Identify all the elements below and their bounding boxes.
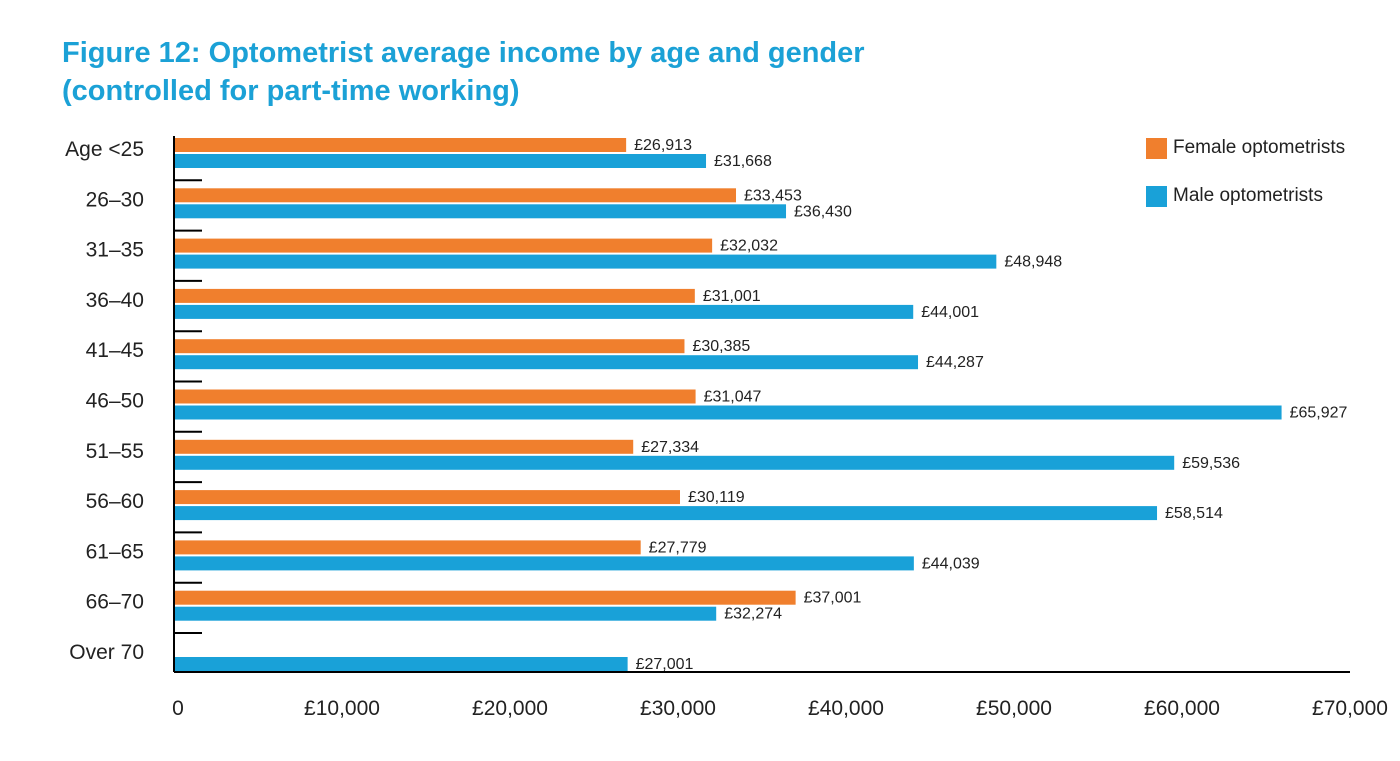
data-label-female: £33,453: [744, 187, 802, 204]
category-label: 61–65: [86, 540, 144, 563]
bar-male: [175, 405, 1282, 420]
legend-item-female: Female optometrists: [1146, 134, 1345, 162]
x-tick-label: £70,000: [1312, 697, 1388, 720]
category-label: Age <25: [65, 138, 144, 161]
data-label-female: £30,119: [688, 489, 745, 506]
bar-female: [175, 339, 685, 354]
chart-title-line-2: (controlled for part-time working): [62, 75, 520, 107]
bar-female: [175, 439, 634, 454]
x-tick-label: £10,000: [304, 697, 380, 720]
bar-male: [175, 254, 997, 269]
bar-male: [175, 304, 914, 319]
category-label: 36–40: [86, 289, 144, 312]
bar-male: [175, 204, 787, 219]
data-label-male: £32,274: [724, 606, 782, 623]
data-label-female: £26,913: [634, 137, 692, 154]
bar-female: [175, 389, 696, 404]
x-tick-label: £30,000: [640, 697, 716, 720]
legend-label-male: Male optometrists: [1173, 185, 1323, 206]
bar-male: [175, 606, 717, 621]
data-label-female: £37,001: [804, 590, 862, 607]
x-tick-label: 0: [172, 697, 184, 720]
category-label: 51–55: [86, 440, 144, 463]
bar-male: [175, 556, 914, 571]
legend-swatch-male: [1146, 185, 1167, 207]
data-label-male: £65,927: [1290, 405, 1348, 422]
category-label: 66–70: [86, 591, 144, 614]
category-label: 41–45: [86, 339, 144, 362]
category-label: 26–30: [86, 188, 144, 211]
bar-male: [175, 154, 707, 168]
data-label-male: £31,668: [714, 153, 772, 170]
data-label-female: £32,032: [720, 238, 778, 255]
data-label-male: £59,536: [1182, 455, 1240, 472]
category-label: 31–35: [86, 239, 144, 262]
data-label-female: £31,001: [703, 288, 761, 305]
data-label-female: £31,047: [704, 389, 762, 406]
legend-item-male: Male optometrists: [1146, 182, 1345, 210]
data-label-male: £58,514: [1165, 505, 1223, 522]
data-label-male: £44,287: [926, 354, 984, 371]
data-label-male: £27,001: [636, 656, 694, 673]
bar-female: [175, 188, 737, 203]
x-tick-label: £50,000: [976, 697, 1052, 720]
category-label: 56–60: [86, 490, 144, 513]
data-label-female: £30,385: [692, 338, 750, 355]
bar-male: [175, 355, 919, 370]
data-label-male: £36,430: [794, 203, 852, 220]
category-label: 46–50: [86, 390, 144, 413]
data-label-female: £27,779: [649, 539, 707, 556]
bar-female: [175, 540, 641, 555]
bar-female: [175, 138, 627, 152]
data-label-male: £44,001: [921, 304, 979, 321]
legend-label-female: Female optometrists: [1173, 137, 1346, 158]
legend-swatch-female: [1146, 137, 1167, 159]
chart-title: Figure 12: Optometrist average income by…: [62, 34, 865, 110]
chart-title-line-1: Figure 12: Optometrist average income by…: [62, 37, 865, 69]
legend: Female optometrists Male optometrists: [1146, 134, 1345, 230]
data-label-male: £44,039: [922, 555, 980, 572]
category-label: Over 70: [69, 641, 144, 664]
bar-male: [175, 657, 628, 671]
x-tick-label: £60,000: [1144, 697, 1220, 720]
x-tick-label: £40,000: [808, 697, 884, 720]
bar-female: [175, 288, 695, 303]
data-label-female: £27,334: [641, 439, 699, 456]
bar-female: [175, 490, 680, 505]
bar-male: [175, 455, 1175, 470]
x-tick-label: £20,000: [472, 697, 548, 720]
bar-male: [175, 506, 1158, 521]
bar-female: [175, 238, 713, 253]
bar-female: [175, 590, 796, 605]
data-label-male: £48,948: [1004, 254, 1062, 271]
